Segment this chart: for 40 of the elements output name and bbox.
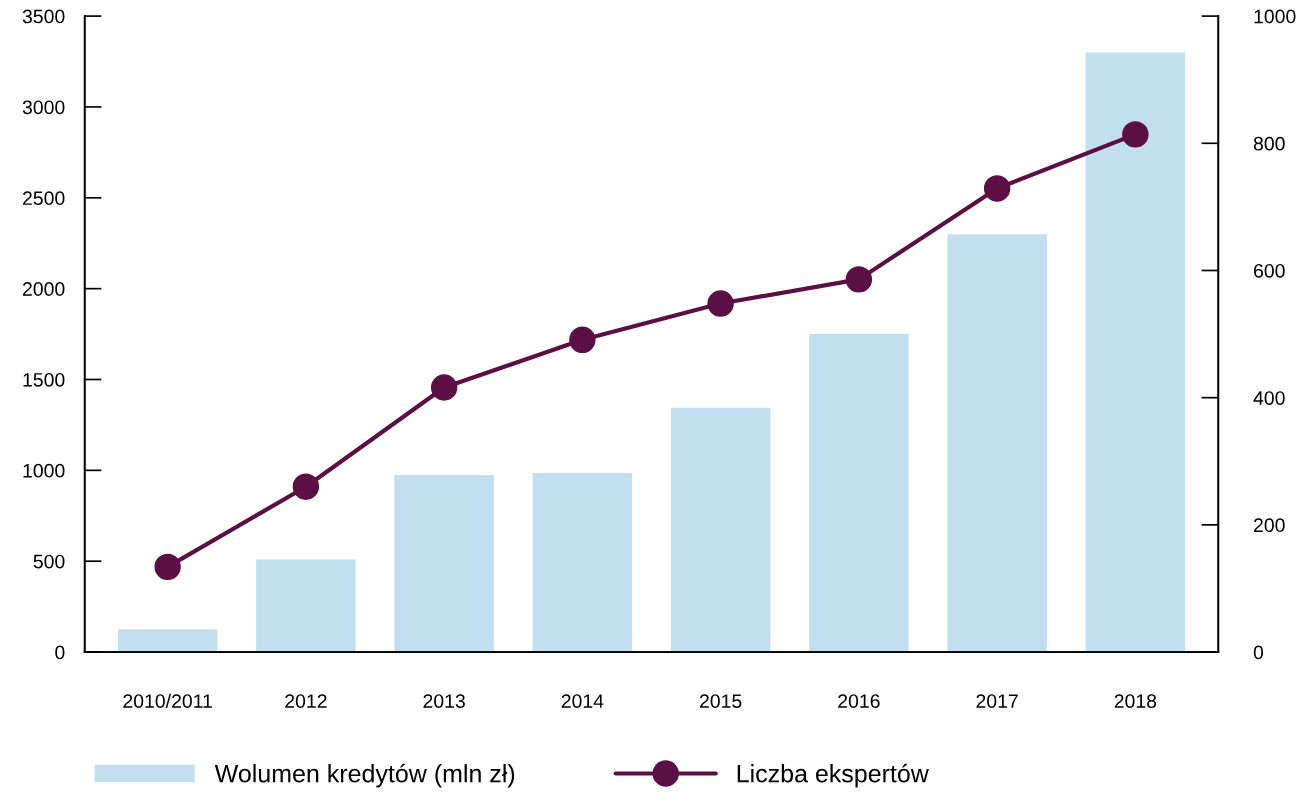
y2-tick-label: 200 (1254, 518, 1285, 533)
y-tick-label: 1000 (23, 463, 65, 478)
point (983, 175, 1011, 202)
x-tick-label: 2017 (976, 694, 1018, 708)
bar (117, 629, 218, 653)
point (154, 553, 181, 581)
bar (256, 559, 356, 653)
x-tick-label: 2018 (1114, 694, 1157, 708)
bar (394, 474, 494, 653)
y-tick-label: 500 (33, 554, 65, 569)
bar (670, 407, 771, 653)
x-tick-label: 2010/2011 (123, 693, 212, 708)
point (1122, 121, 1149, 148)
x-tick-label: 2012 (285, 694, 327, 708)
bar (947, 234, 1047, 653)
y-tick-label: 0 (55, 645, 65, 660)
bar (532, 473, 633, 653)
point (707, 290, 734, 317)
x-tick-label: 2016 (838, 694, 880, 708)
y2-tick-label: 1000 (1254, 9, 1296, 24)
y-tick-label: 3500 (22, 9, 65, 24)
x-tick-label: 2015 (699, 694, 742, 708)
y2-tick-label: 800 (1253, 136, 1285, 151)
point (845, 266, 873, 293)
bar (809, 334, 909, 653)
point (569, 326, 596, 353)
y2-tick-label: 0 (1253, 645, 1264, 660)
y2-tick-label: 600 (1254, 263, 1285, 278)
y-tick-label: 2500 (22, 191, 65, 206)
legend-label: Wolumen kredytów (mln zł) (214, 763, 515, 788)
x-tick-label: 2014 (561, 694, 604, 708)
x-tick-label: 2013 (423, 694, 465, 708)
y-tick-label: 1500 (23, 372, 65, 387)
bar (1085, 52, 1186, 653)
point (292, 473, 320, 500)
y2-tick-label: 400 (1253, 391, 1285, 405)
y-tick-label: 3000 (22, 100, 65, 115)
y-tick-label: 2000 (22, 282, 65, 296)
point (430, 374, 458, 401)
legend-label: Liczba ekspertów (737, 763, 929, 788)
